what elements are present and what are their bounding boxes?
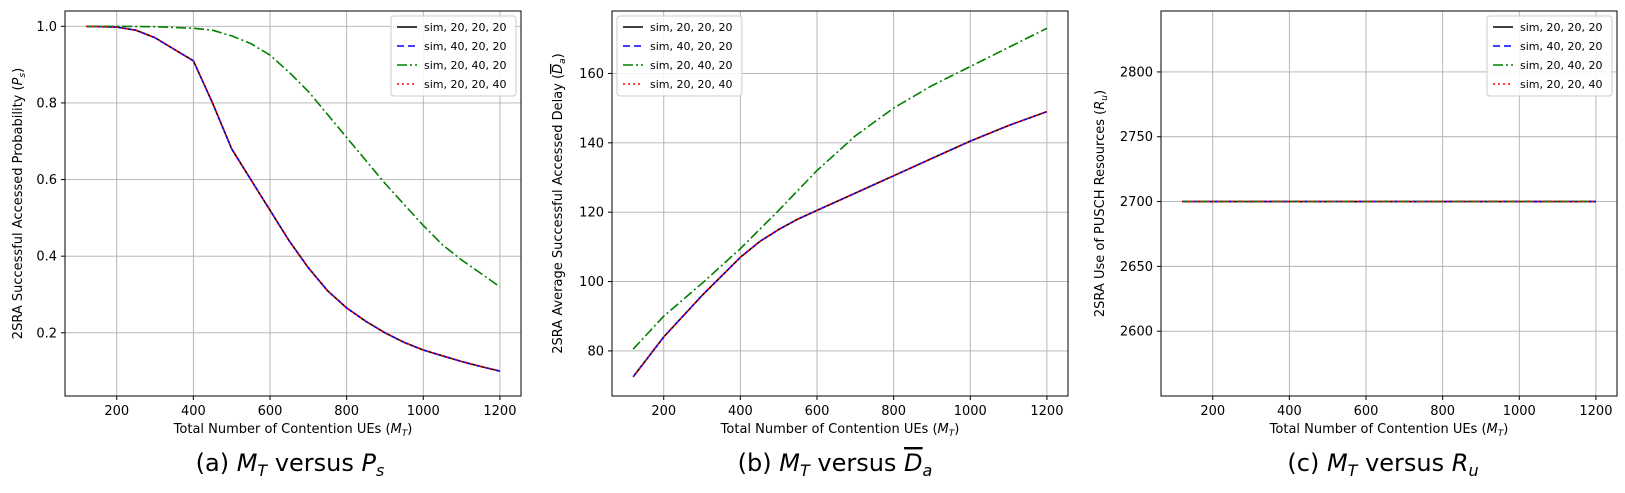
x-tick-label: 1200: [1579, 404, 1612, 419]
legend-box: [390, 15, 517, 97]
y-tick-label: 2700: [1120, 195, 1153, 210]
y-tick-label: 140: [579, 136, 604, 151]
chart-panel-3: 200 400 600 800 1000 1200 2600 2650 2700 2750 2800…: [1093, 10, 1618, 439]
legend-label-4: sim, 20, 20, 40: [1520, 78, 1602, 91]
x-tick-label: 200: [104, 404, 129, 419]
legend: sim, 20, 20, 20 sim, 40, 20, 20 sim, 20, 4…: [390, 15, 517, 97]
legend: sim, 20, 20, 20 sim, 40, 20, 20 sim, 20, 4…: [1486, 15, 1613, 97]
legend-label-2: sim, 40, 20, 20: [650, 40, 732, 53]
x-tick-label: 1200: [483, 404, 516, 419]
series-line-2: [632, 110, 1048, 378]
x-tick-label: 800: [881, 404, 906, 419]
legend-label-4: sim, 20, 20, 40: [424, 78, 506, 91]
y-tick-label: 0.2: [36, 326, 57, 341]
x-axis-label: Total Number of Contention UEs (MT): [720, 422, 960, 439]
y-axis-label: 2SRA Average Successful Accessed Delay (…: [551, 53, 568, 353]
legend-box: [1486, 15, 1613, 97]
legend-label-4: sim, 20, 20, 40: [650, 78, 732, 91]
legend-label-3: sim, 20, 40, 20: [650, 59, 732, 72]
x-tick-label: 600: [805, 404, 830, 419]
y-tick-label: 0.8: [36, 96, 57, 111]
series-line-3: [86, 25, 501, 288]
x-tick-label: 1000: [1503, 404, 1536, 419]
legend-label-1: sim, 20, 20, 20: [424, 21, 506, 34]
chart-panel-1: 200 400 600 800 1000 1200 0.2 0.4 0.6 0.8 1.0 Total…: [11, 10, 522, 439]
series-line-3: [632, 27, 1048, 350]
legend: sim, 20, 20, 20 sim, 40, 20, 20 sim, 20, 4…: [616, 15, 743, 97]
x-tick-label: 600: [258, 404, 283, 419]
legend-box: [616, 15, 743, 97]
x-tick-label: 400: [181, 404, 206, 419]
panel-caption-3: (c) MT versus Ru: [1287, 449, 1478, 480]
y-tick-label: 2800: [1120, 65, 1153, 80]
y-tick-label: 120: [579, 206, 604, 221]
chart-panel-2: 200 400 600 800 1000 1200 80 100 120 140 160 Total …: [551, 10, 1069, 439]
x-tick-label: 1000: [954, 404, 987, 419]
y-tick-label: 2600: [1120, 325, 1153, 340]
x-tick-label: 1200: [1030, 404, 1063, 419]
y-tick-label: 80: [587, 344, 604, 359]
y-tick-label: 160: [579, 67, 604, 82]
legend-label-1: sim, 20, 20, 20: [1520, 21, 1602, 34]
legend-label-3: sim, 20, 40, 20: [1520, 59, 1602, 72]
series-line-1: [632, 110, 1048, 378]
y-axis-label: 2SRA Use of PUSCH Resources (Ru): [1093, 90, 1110, 317]
x-tick-label: 400: [728, 404, 753, 419]
y-axis-label: 2SRA Successful Accessed Probability (Ps…: [11, 68, 28, 339]
y-tick-label: 2750: [1120, 130, 1153, 145]
x-axis-label: Total Number of Contention UEs (MT): [1269, 422, 1509, 439]
y-tick-label: 2650: [1120, 260, 1153, 275]
x-tick-label: 200: [651, 404, 676, 419]
y-tick-label: 100: [579, 275, 604, 290]
x-tick-label: 600: [1354, 404, 1379, 419]
series-line-4: [86, 25, 501, 372]
plot-frame: [611, 10, 1069, 397]
legend-label-2: sim, 40, 20, 20: [424, 40, 506, 53]
x-tick-label: 1000: [407, 404, 440, 419]
panel-caption-1: (a) MT versus Ps: [196, 449, 385, 480]
legend-label-1: sim, 20, 20, 20: [650, 21, 732, 34]
x-tick-label: 800: [1430, 404, 1455, 419]
y-tick-label: 0.6: [36, 173, 57, 188]
panel-caption-2: (b) MT versus Da: [738, 449, 933, 480]
plot-frame: [1160, 10, 1618, 397]
y-tick-label: 0.4: [36, 250, 57, 265]
plot-frame: [64, 10, 522, 397]
x-tick-label: 200: [1200, 404, 1225, 419]
legend-label-3: sim, 20, 40, 20: [424, 59, 506, 72]
x-axis-label: Total Number of Contention UEs (MT): [173, 422, 413, 439]
series-line-4: [632, 110, 1048, 378]
y-tick-label: 1.0: [36, 20, 57, 35]
x-tick-label: 400: [1277, 404, 1302, 419]
legend-label-2: sim, 40, 20, 20: [1520, 40, 1602, 53]
x-tick-label: 800: [334, 404, 359, 419]
